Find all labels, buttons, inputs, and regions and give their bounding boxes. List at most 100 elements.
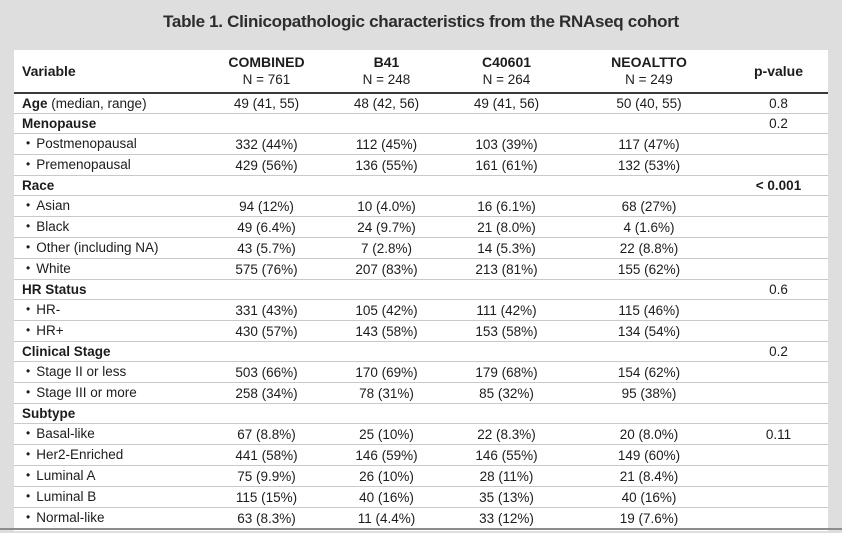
p-value-cell xyxy=(729,382,828,404)
value-cell: 40 (16%) xyxy=(569,486,729,508)
row-label-cell: Clinical Stage xyxy=(14,341,204,362)
value-cell: 146 (55%) xyxy=(444,444,569,466)
value-cell: 20 (8.0%) xyxy=(569,423,729,445)
p-value-cell xyxy=(729,133,828,155)
column-header-combined: COMBINED N = 761 xyxy=(204,50,329,94)
value-cell xyxy=(569,279,729,300)
value-cell: 35 (13%) xyxy=(444,486,569,508)
column-header-neoaltto: NEOALTTO N = 249 xyxy=(569,50,729,94)
value-cell: 95 (38%) xyxy=(569,382,729,404)
bullet-icon: • xyxy=(26,385,31,399)
p-value-cell xyxy=(729,299,828,321)
table-row: • Normal-like 63 (8.3%) 11 (4.4%) 33 (12%) 19… xyxy=(14,507,828,529)
table-row: • Basal-like 67 (8.8%) 25 (10%) 22 (8.3%) 20 … xyxy=(14,423,828,445)
value-cell: 153 (58%) xyxy=(444,320,569,342)
bullet-icon: • xyxy=(26,323,31,337)
row-label-bold: Age xyxy=(22,96,48,111)
value-cell: 21 (8.0%) xyxy=(444,216,569,238)
column-label: p-value xyxy=(753,63,803,79)
row-label-text: Postmenopausal xyxy=(36,136,137,151)
value-cell: 85 (32%) xyxy=(444,382,569,404)
value-cell: 146 (59%) xyxy=(329,444,444,466)
table-row: Age (median, range) 49 (41, 55) 48 (42, 56… xyxy=(14,93,828,114)
row-label-bold: Clinical Stage xyxy=(22,344,111,359)
p-value-cell xyxy=(729,486,828,508)
bullet-icon: • xyxy=(26,219,31,233)
value-cell xyxy=(329,113,444,134)
value-cell: 258 (34%) xyxy=(204,382,329,404)
value-cell: 49 (41, 55) xyxy=(204,93,329,114)
row-label-bold: Subtype xyxy=(22,406,76,421)
row-label-cell: • HR- xyxy=(14,299,204,321)
row-label-cell: • White xyxy=(14,258,204,280)
p-value-cell xyxy=(729,507,828,529)
value-cell: 16 (6.1%) xyxy=(444,195,569,217)
value-cell: 4 (1.6%) xyxy=(569,216,729,238)
table-row: • Other (including NA) 43 (5.7%) 7 (2.8%) 14… xyxy=(14,237,828,259)
column-header-c40601: C40601 N = 264 xyxy=(444,50,569,94)
value-cell xyxy=(444,175,569,196)
row-label-text: Luminal A xyxy=(36,468,96,483)
row-label-cell: • Stage III or more xyxy=(14,382,204,404)
value-cell: 170 (69%) xyxy=(329,361,444,383)
bullet-icon: • xyxy=(26,468,31,482)
row-label-cell: Age (median, range) xyxy=(14,93,204,114)
row-label-text: (median, range) xyxy=(47,96,147,111)
bullet-icon: • xyxy=(26,198,31,212)
value-cell: 33 (12%) xyxy=(444,507,569,529)
value-cell xyxy=(329,175,444,196)
header-row: Variable COMBINED N = 761 B41 N = 248 C4… xyxy=(14,50,828,94)
value-cell: 441 (58%) xyxy=(204,444,329,466)
value-cell: 503 (66%) xyxy=(204,361,329,383)
p-value-cell xyxy=(729,216,828,238)
column-header-variable: Variable xyxy=(14,50,204,94)
table-container: Variable COMBINED N = 761 B41 N = 248 C4… xyxy=(14,50,828,531)
value-cell: 40 (16%) xyxy=(329,486,444,508)
bullet-icon: • xyxy=(26,261,31,275)
row-label-text: Stage II or less xyxy=(36,364,127,379)
value-cell: 213 (81%) xyxy=(444,258,569,280)
value-cell xyxy=(204,341,329,362)
p-value-cell xyxy=(729,403,828,424)
table-header: Variable COMBINED N = 761 B41 N = 248 C4… xyxy=(14,50,828,94)
value-cell: 207 (83%) xyxy=(329,258,444,280)
table-row: • Postmenopausal 332 (44%) 112 (45%) 103 (39… xyxy=(14,133,828,155)
row-label-text: HR- xyxy=(36,302,61,317)
row-label-cell: • Other (including NA) xyxy=(14,237,204,259)
column-label: NEOALTTO xyxy=(611,54,687,70)
value-cell xyxy=(204,279,329,300)
p-value-cell xyxy=(729,195,828,217)
value-cell: 67 (8.8%) xyxy=(204,423,329,445)
row-label-text: Her2-Enriched xyxy=(36,447,124,462)
p-value-cell: 0.6 xyxy=(729,279,828,300)
row-label-cell: • Luminal B xyxy=(14,486,204,508)
row-label-text: Luminal B xyxy=(36,489,97,504)
table-body: Age (median, range) 49 (41, 55) 48 (42, 56… xyxy=(14,93,828,529)
value-cell: 68 (27%) xyxy=(569,195,729,217)
value-cell xyxy=(329,403,444,424)
value-cell xyxy=(444,113,569,134)
column-label: B41 xyxy=(373,54,400,70)
value-cell: 50 (40, 55) xyxy=(569,93,729,114)
value-cell: 7 (2.8%) xyxy=(329,237,444,259)
value-cell xyxy=(204,175,329,196)
row-label-cell: • Postmenopausal xyxy=(14,133,204,155)
column-header-b41: B41 N = 248 xyxy=(329,50,444,94)
table-row: • Stage III or more 258 (34%) 78 (31%) 85 (3… xyxy=(14,382,828,404)
value-cell: 112 (45%) xyxy=(329,133,444,155)
p-value-cell xyxy=(729,320,828,342)
value-cell: 21 (8.4%) xyxy=(569,465,729,487)
value-cell xyxy=(569,175,729,196)
row-label-cell: • Premenopausal xyxy=(14,154,204,176)
value-cell: 332 (44%) xyxy=(204,133,329,155)
value-cell: 105 (42%) xyxy=(329,299,444,321)
bullet-icon: • xyxy=(26,489,31,503)
value-cell: 115 (15%) xyxy=(204,486,329,508)
value-cell: 155 (62%) xyxy=(569,258,729,280)
value-cell: 11 (4.4%) xyxy=(329,507,444,529)
value-cell: 25 (10%) xyxy=(329,423,444,445)
row-label-cell: • Asian xyxy=(14,195,204,217)
bullet-icon: • xyxy=(26,510,31,524)
p-value-cell: < 0.001 xyxy=(729,175,828,196)
